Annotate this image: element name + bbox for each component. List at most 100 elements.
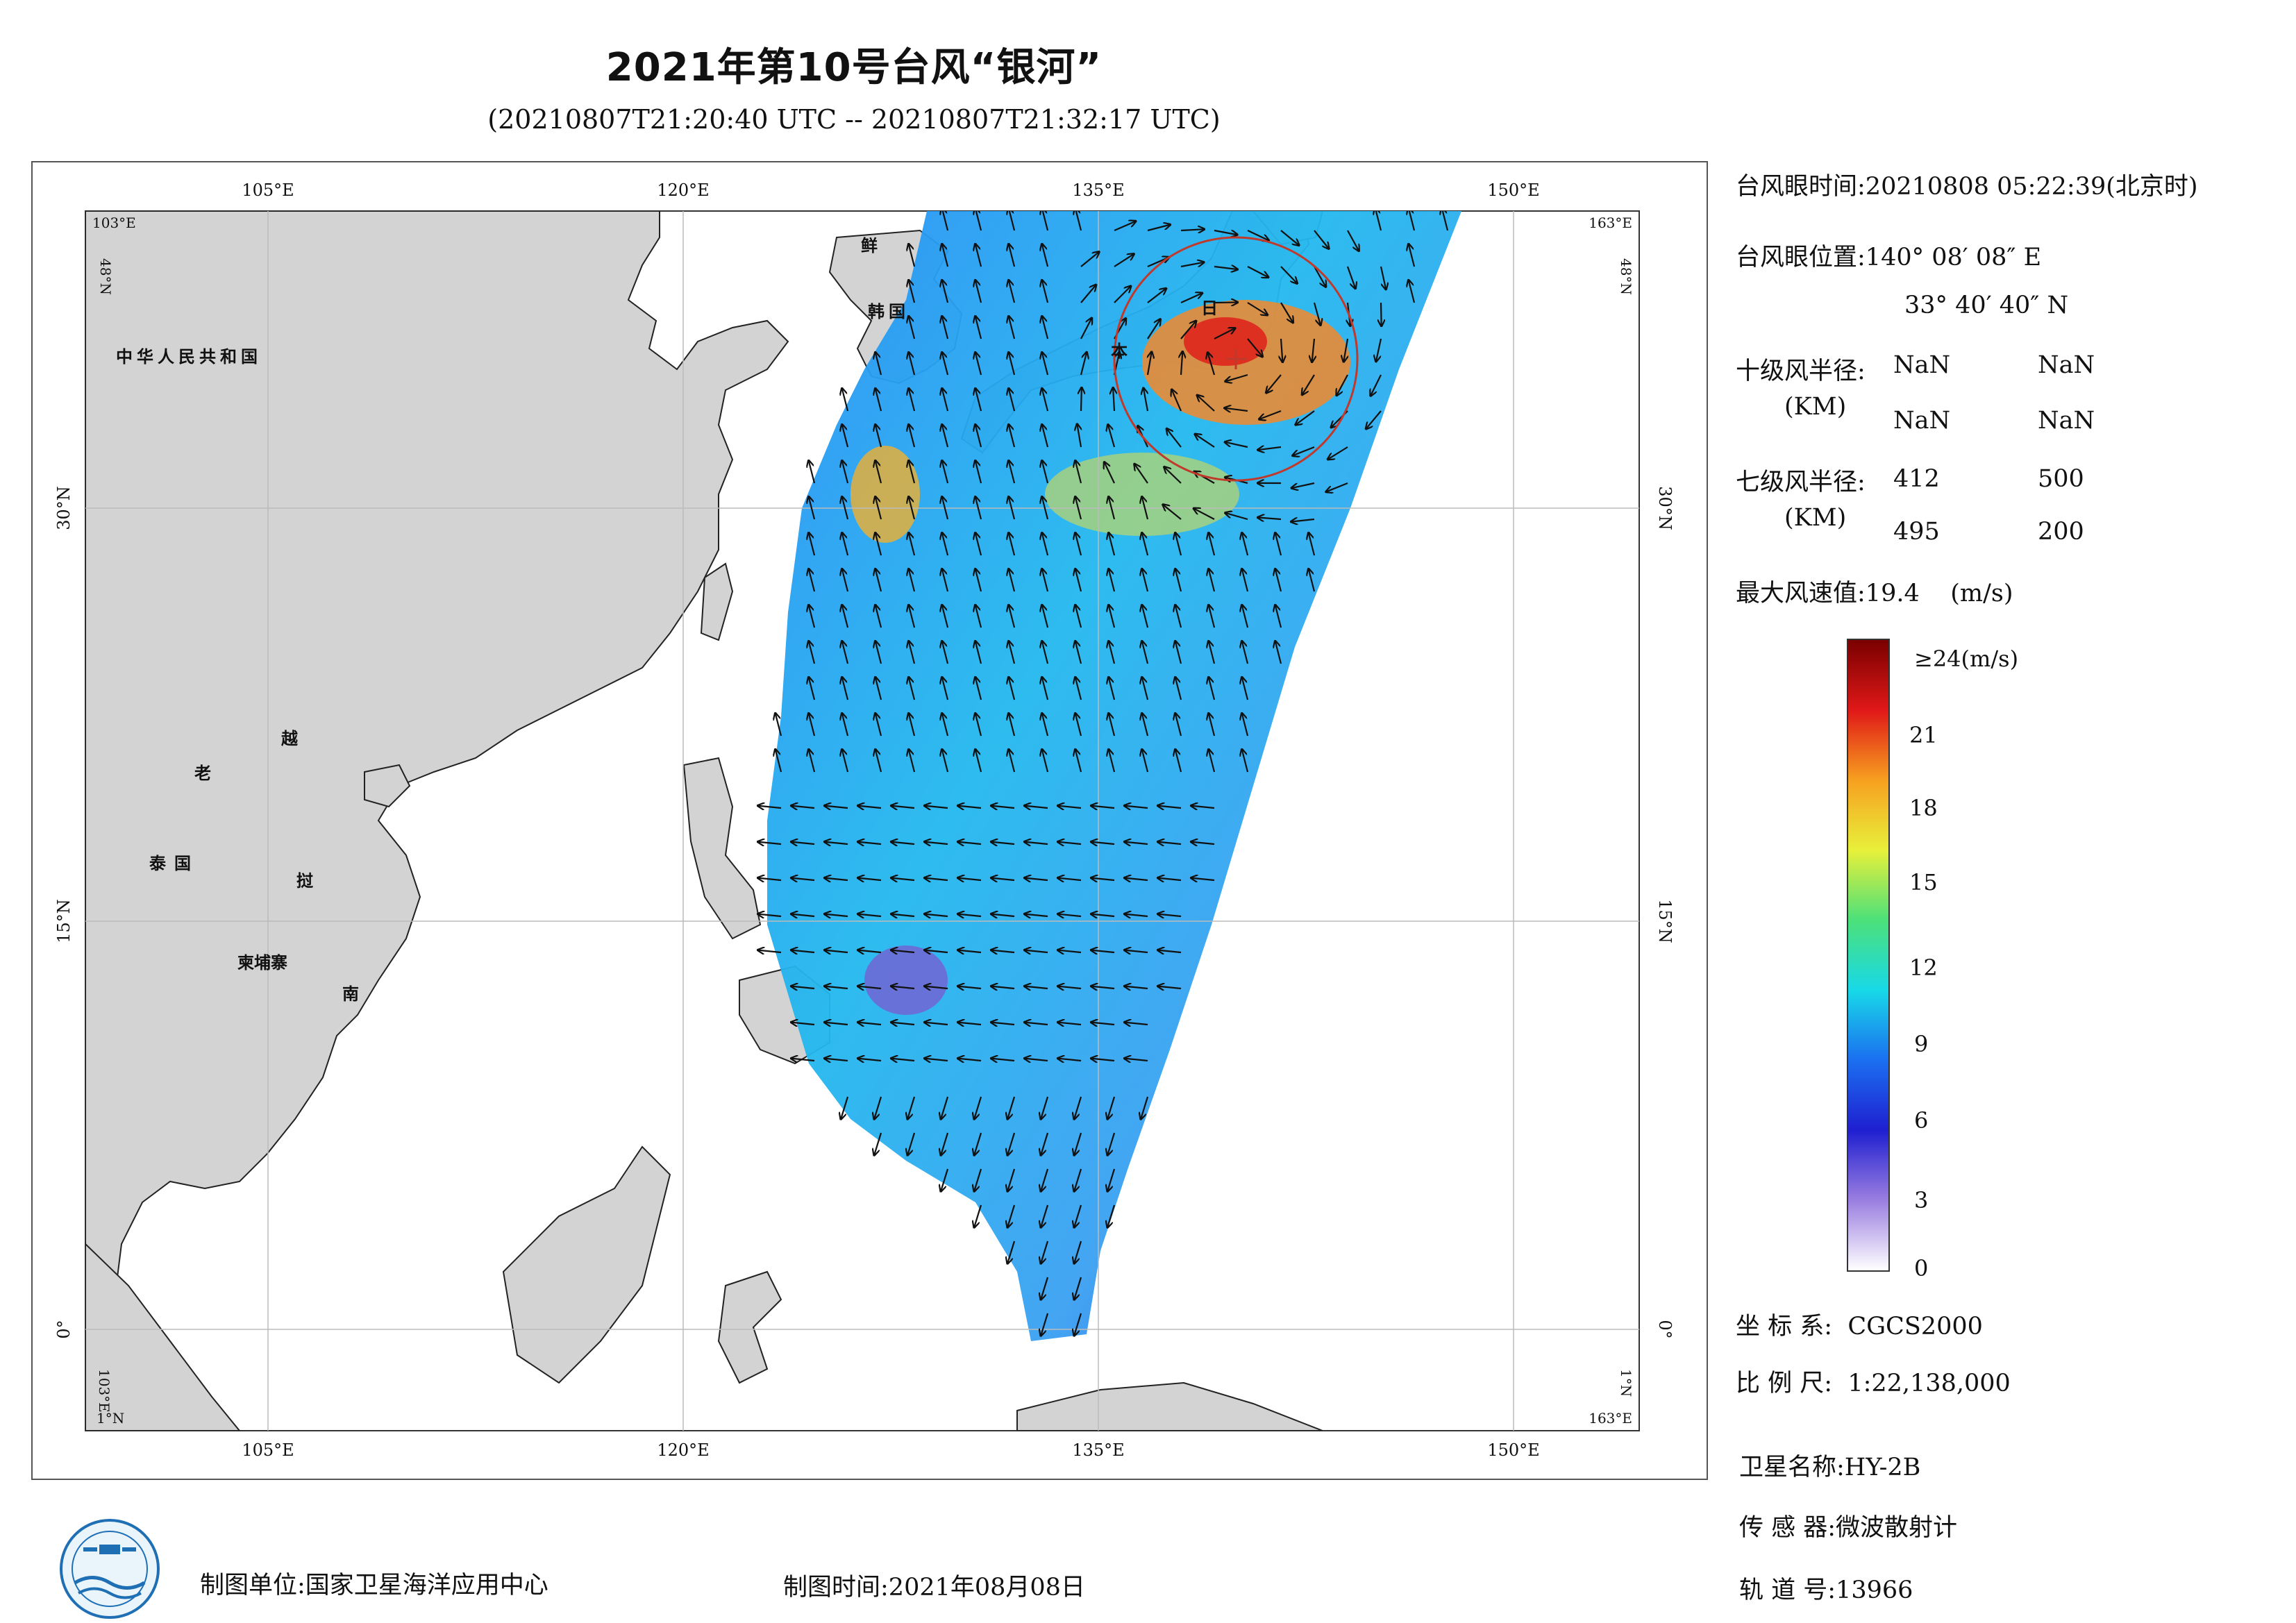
wind-arrow-190 (1242, 605, 1249, 628)
wind-arrow-276 (1124, 842, 1148, 844)
wind-arrow-172 (1175, 569, 1182, 592)
wind-arrow-77 (1336, 374, 1348, 396)
orbit-value: 13966 (1836, 1576, 1913, 1604)
wind-arrow-369 (1074, 1132, 1082, 1156)
wind-arrow-155 (1142, 532, 1149, 556)
wind-arrow-387 (1041, 1313, 1049, 1336)
label-vietnam-1: 越 (281, 729, 299, 748)
wind-arrow-55 (1147, 319, 1161, 339)
wind-arrow-312 (957, 950, 982, 952)
wind-arrow-59 (1281, 338, 1282, 362)
wind-arrow-365 (941, 1132, 949, 1156)
wind-arrow-165 (942, 569, 949, 592)
wind-arrow-344 (857, 1059, 882, 1061)
wind-arrow-181 (942, 605, 949, 628)
wind-arrow-342 (791, 1059, 815, 1061)
wind-arrow-232 (1142, 713, 1149, 737)
wind-arrow-26 (1247, 266, 1268, 278)
bottom-tick-120: 120°E (657, 1440, 709, 1460)
wind-arrow-101 (1009, 424, 1016, 448)
wind-arrow-236 (776, 749, 782, 773)
wind-arrow-137 (1075, 496, 1082, 520)
wind-arrow-352 (1124, 1059, 1148, 1061)
wind-arrow-20 (1042, 244, 1049, 267)
scale-row: 比 例 尺: 1:22,138,000 (1736, 1363, 2011, 1399)
wind-arrow-74 (1225, 373, 1248, 382)
wind-arrow-117 (975, 460, 982, 484)
wind-arrow-56 (1180, 321, 1196, 339)
wind-field-map[interactable]: 105°E 120°E 135°E 150°E 105°E 120°E 135°… (31, 161, 1708, 1480)
wind-arrow-296 (857, 914, 882, 916)
wind-arrow-184 (1042, 605, 1049, 628)
wind-arrow-289 (1091, 878, 1115, 880)
wind-arrow-337 (991, 1023, 1015, 1025)
wind-arrow-238 (842, 749, 849, 773)
wind-arrow-98 (909, 424, 916, 448)
wind-arrow-72 (1181, 351, 1182, 376)
wind-arrow-379 (1041, 1204, 1049, 1228)
wind-arrow-254 (857, 806, 882, 808)
wind-arrow-205 (1242, 641, 1249, 664)
wind-arrow-382 (1007, 1241, 1016, 1264)
wind-arrow-47 (1409, 280, 1416, 303)
wind-arrow-325 (991, 986, 1015, 989)
wind-arrow-38 (1114, 286, 1131, 303)
sensor-label: 传 感 器: (1739, 1514, 1836, 1542)
wind-arrow-69 (1080, 352, 1087, 376)
wind-arrow-122 (1134, 464, 1148, 484)
top-tick-105: 105°E (242, 180, 294, 200)
wind-arrow-200 (1075, 641, 1082, 664)
wind-arrow-376 (1107, 1168, 1116, 1192)
wind-arrow-5 (1114, 221, 1136, 232)
colorbar-tick-12: 12 (1909, 955, 1938, 981)
wind-arrow-86 (1081, 387, 1082, 412)
wind-arrow-195 (909, 641, 916, 664)
wind-arrow-18 (975, 244, 982, 267)
wind-arrow-36 (1042, 280, 1049, 303)
wind-arrow-76 (1302, 374, 1315, 395)
wind-arrow-64 (909, 352, 916, 376)
wind-arrow-148 (909, 532, 916, 556)
wind-arrow-88 (1143, 388, 1149, 412)
wind-arrow-345 (891, 1059, 915, 1061)
wind-arrow-264 (1191, 806, 1215, 808)
wind-arrow-235 (1242, 713, 1249, 737)
wind-arrow-328 (1091, 986, 1115, 989)
wind-arrow-272 (991, 842, 1015, 844)
wind-arrow-233 (1175, 713, 1182, 737)
wind-arrow-278 (1191, 842, 1215, 844)
wind-arrow-152 (1042, 532, 1049, 556)
wind-arrow-188 (1175, 605, 1182, 628)
wind-arrow-168 (1042, 569, 1049, 592)
wind-arrow-327 (1057, 986, 1082, 989)
wind-arrow-49 (942, 316, 949, 339)
wind-arrow-131 (875, 496, 882, 520)
label-japan-1: 日 (1201, 298, 1218, 318)
wind-arrow-158 (1242, 532, 1249, 556)
wind-arrow-248 (1175, 749, 1182, 773)
r7-value-4: 200 (2038, 518, 2084, 546)
wind-arrow-80 (875, 388, 882, 412)
wind-arrow-110 (1292, 446, 1315, 456)
wind-arrow-251 (757, 806, 782, 808)
wind-arrow-259 (1024, 806, 1048, 808)
label-vietnam-3: 南 (342, 984, 359, 1004)
wind-arrow-377 (974, 1204, 982, 1228)
wind-arrow-157 (1209, 532, 1216, 556)
wind-arrow-316 (1091, 950, 1115, 952)
colorbar-tick-18: 18 (1909, 795, 1938, 821)
wind-arrow-83 (975, 388, 982, 412)
footer-unit-label: 制图单位: (200, 1572, 305, 1599)
wind-arrow-292 (1191, 878, 1215, 880)
land-taiwan (700, 562, 734, 641)
wind-arrow-177 (809, 605, 816, 628)
footer-time-label: 制图时间: (783, 1574, 889, 1601)
wind-arrow-79 (842, 388, 849, 412)
wind-arrow-290 (1124, 878, 1148, 880)
wind-arrow-213 (1009, 677, 1016, 700)
wind-arrow-381 (1107, 1204, 1116, 1228)
wind-arrow-317 (1124, 950, 1148, 952)
wind-arrow-48 (909, 316, 916, 339)
right-tick-30n: 30°N (1655, 486, 1675, 530)
wind-arrow-356 (941, 1096, 949, 1120)
